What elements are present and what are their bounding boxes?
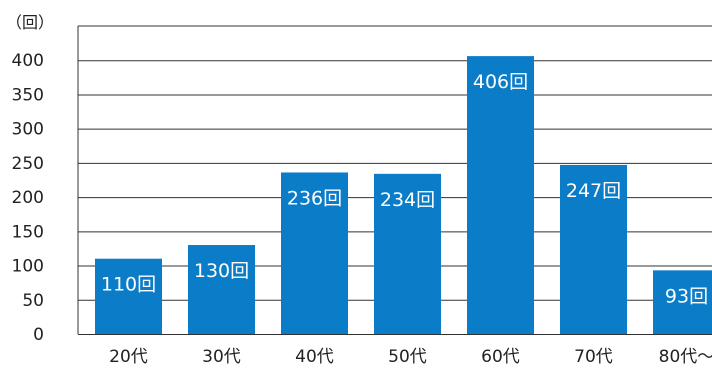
x-tick-label-2: 30代	[202, 347, 241, 367]
data-label-2: 130回	[194, 260, 249, 282]
bar-2	[188, 245, 255, 334]
y-tick-label-300: 300	[12, 120, 44, 140]
data-label-1: 110回	[101, 274, 156, 296]
y-tick-label-150: 150	[12, 222, 44, 242]
data-label-3: 236回	[287, 187, 342, 209]
bar-3	[281, 172, 348, 334]
x-tick-label-1: 20代	[109, 347, 148, 367]
data-label-7: 93回	[665, 285, 708, 307]
y-tick-label-100: 100	[12, 257, 44, 277]
labels: 0 50 100 150 200 250 300 350 400 110回 20代 130回 30代 23…	[12, 51, 712, 367]
bars	[95, 56, 712, 335]
y-tick-label-350: 350	[12, 85, 44, 105]
bar-7	[653, 270, 712, 334]
x-tick-label-4: 50代	[388, 347, 427, 367]
x-tick-label-5: 60代	[481, 347, 520, 367]
x-tick-label-3: 40代	[295, 347, 334, 367]
bar-6	[560, 164, 627, 334]
x-tick-label-6: 70代	[574, 347, 613, 367]
y-tick-label-50: 50	[22, 291, 44, 311]
bar-4	[374, 173, 441, 334]
y-tick-label-250: 250	[12, 154, 44, 174]
y-tick-label-0: 0	[33, 325, 44, 345]
x-tick-label-7: 80代〜	[659, 347, 712, 367]
y-tick-label-400: 400	[12, 51, 44, 71]
bar-5	[467, 56, 534, 335]
bar-1	[95, 258, 162, 334]
y-axis-unit-label: （回）	[6, 13, 54, 32]
y-tick-label-200: 200	[12, 188, 44, 208]
data-label-4: 234回	[380, 189, 435, 211]
data-label-6: 247回	[566, 180, 621, 202]
data-label-5: 406回	[473, 71, 528, 93]
